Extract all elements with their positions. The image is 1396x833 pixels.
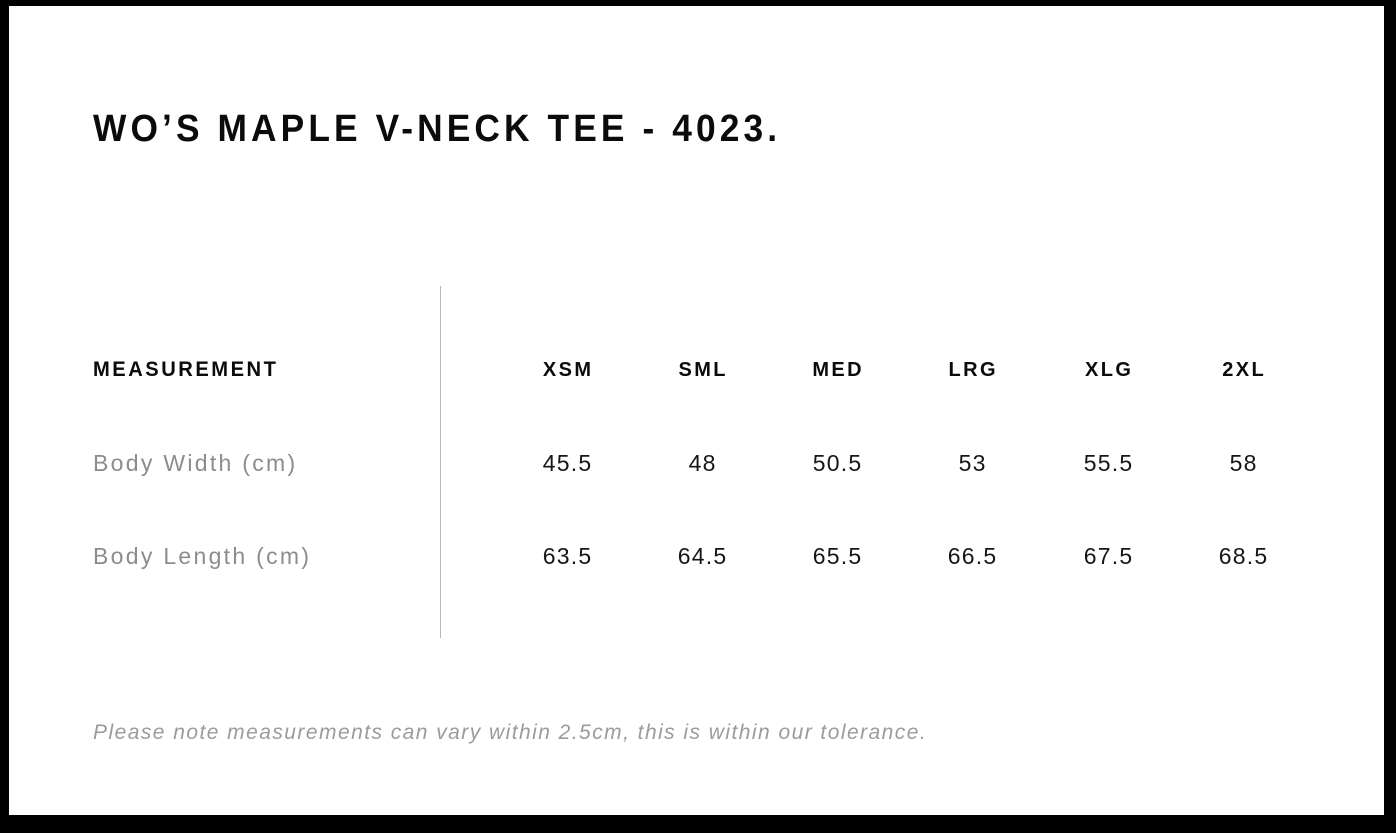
column-header-med: MED (812, 359, 865, 381)
page-title: WO’S MAPLE V-NECK TEE - 4023. (93, 108, 782, 150)
cell-body-width-2xl: 58 (1229, 450, 1258, 476)
tolerance-footnote: Please note measurements can vary within… (93, 721, 928, 744)
cell-body-length-xsm: 63.5 (542, 543, 593, 569)
cell-body-width-sml: 48 (688, 450, 717, 476)
measurement-table: MEASUREMENT XSM SML MED LRG XLG 2XL Body… (9, 6, 1384, 815)
cell-body-length-sml: 64.5 (677, 543, 728, 569)
column-header-2xl: 2XL (1222, 359, 1267, 381)
column-header-sml: SML (678, 359, 728, 381)
cell-body-width-lrg: 53 (958, 450, 987, 476)
cell-body-length-xlg: 67.5 (1083, 543, 1134, 569)
column-header-lrg: LRG (948, 359, 998, 381)
row-label-body-length: Body Length (cm) (93, 543, 312, 569)
cell-body-length-2xl: 68.5 (1218, 543, 1269, 569)
column-header-xlg: XLG (1085, 359, 1134, 381)
table-header-row: MEASUREMENT XSM SML MED LRG XLG 2XL (9, 350, 1384, 390)
table-row: Body Length (cm) 63.5 64.5 65.5 66.5 67.… (9, 536, 1384, 576)
row-label-body-width: Body Width (cm) (93, 450, 298, 476)
size-chart-canvas: WO’S MAPLE V-NECK TEE - 4023. MEASUREMEN… (9, 6, 1384, 815)
cell-body-length-med: 65.5 (812, 543, 863, 569)
cell-body-width-xlg: 55.5 (1083, 450, 1134, 476)
table-row: Body Width (cm) 45.5 48 50.5 53 55.5 58 (9, 443, 1384, 483)
cell-body-width-med: 50.5 (812, 450, 863, 476)
cell-body-width-xsm: 45.5 (542, 450, 593, 476)
cell-body-length-lrg: 66.5 (947, 543, 998, 569)
column-header-measurement: MEASUREMENT (93, 358, 279, 381)
column-divider (440, 286, 441, 638)
column-header-xsm: XSM (542, 359, 594, 381)
